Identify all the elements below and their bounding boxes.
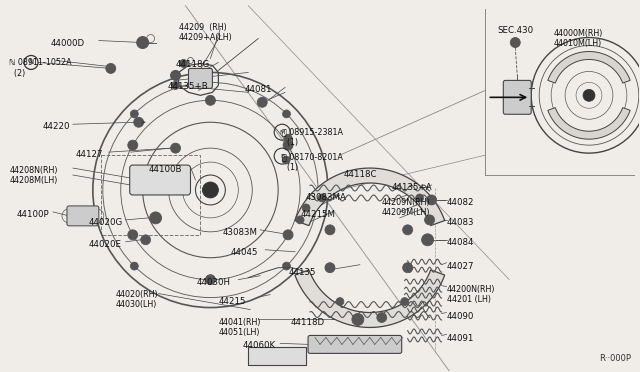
Text: 44041(RH)
44051(LH): 44041(RH) 44051(LH)	[218, 318, 261, 337]
Circle shape	[150, 212, 161, 224]
Text: 43083MA: 43083MA	[306, 193, 347, 202]
Text: 44000M(RH)
44010M(LH): 44000M(RH) 44010M(LH)	[554, 29, 604, 48]
Circle shape	[318, 194, 326, 202]
Text: N: N	[28, 60, 34, 65]
Circle shape	[205, 275, 216, 285]
Circle shape	[302, 204, 310, 212]
Text: 44118D: 44118D	[290, 318, 324, 327]
FancyBboxPatch shape	[503, 80, 531, 114]
Circle shape	[283, 230, 293, 240]
Circle shape	[415, 194, 424, 202]
Text: 44208N(RH)
44208M(LH): 44208N(RH) 44208M(LH)	[9, 166, 58, 186]
Text: 44030H: 44030H	[196, 278, 230, 287]
Text: 44209N(RH)
44209M(LH): 44209N(RH) 44209M(LH)	[382, 198, 430, 217]
Text: 44200N(RH)
44201 (LH): 44200N(RH) 44201 (LH)	[447, 285, 495, 304]
Circle shape	[282, 262, 291, 270]
Text: 44215M: 44215M	[300, 210, 335, 219]
Circle shape	[257, 97, 267, 107]
Text: 44084: 44084	[447, 238, 474, 247]
Circle shape	[171, 70, 180, 80]
Text: 44100P: 44100P	[16, 210, 49, 219]
Text: 44118C: 44118C	[344, 170, 378, 179]
Circle shape	[325, 225, 335, 235]
Circle shape	[131, 110, 138, 118]
Text: 44220: 44220	[43, 122, 70, 131]
Text: 44027: 44027	[447, 262, 474, 271]
Circle shape	[283, 140, 293, 150]
Text: 44091: 44091	[447, 334, 474, 343]
Text: 44000D: 44000D	[51, 39, 85, 48]
Text: 44083: 44083	[447, 218, 474, 227]
Circle shape	[510, 38, 520, 48]
Circle shape	[128, 230, 138, 240]
Circle shape	[205, 95, 216, 105]
Circle shape	[336, 176, 344, 184]
Circle shape	[172, 81, 180, 89]
Circle shape	[427, 195, 436, 205]
Circle shape	[282, 156, 290, 164]
Circle shape	[583, 89, 595, 101]
Text: Ⓑ 08170-8201A
  (1): Ⓑ 08170-8201A (1)	[282, 152, 343, 171]
Circle shape	[202, 182, 218, 198]
Circle shape	[422, 234, 433, 246]
Text: 44100B: 44100B	[148, 165, 182, 174]
Circle shape	[401, 298, 409, 305]
Polygon shape	[295, 270, 445, 327]
Circle shape	[336, 298, 344, 305]
Text: 44082: 44082	[447, 198, 474, 207]
Text: 44020E: 44020E	[89, 240, 122, 249]
Text: 44135+A: 44135+A	[392, 183, 433, 192]
Text: 44045: 44045	[230, 248, 258, 257]
Text: 44209  (RH)
44209+A(LH): 44209 (RH) 44209+A(LH)	[179, 23, 232, 42]
Text: M: M	[280, 130, 285, 135]
Text: ℕ 08911-1052A
  (2): ℕ 08911-1052A (2)	[9, 58, 72, 78]
Circle shape	[134, 117, 143, 127]
FancyBboxPatch shape	[67, 206, 99, 226]
Circle shape	[141, 235, 150, 245]
Circle shape	[325, 263, 335, 273]
Circle shape	[282, 110, 291, 118]
Text: 44090: 44090	[447, 311, 474, 321]
Circle shape	[284, 134, 292, 142]
Circle shape	[180, 60, 188, 67]
Polygon shape	[548, 52, 630, 83]
Text: Ⓜ 08915-2381A
  (1): Ⓜ 08915-2381A (1)	[282, 127, 343, 147]
Text: R··000P: R··000P	[599, 355, 631, 363]
Circle shape	[352, 314, 364, 326]
FancyBboxPatch shape	[189, 68, 212, 89]
Text: 44135: 44135	[288, 268, 316, 277]
Circle shape	[403, 225, 413, 235]
Circle shape	[137, 36, 148, 48]
Text: 43083M: 43083M	[222, 228, 257, 237]
Text: 44020G: 44020G	[89, 218, 123, 227]
Text: 44060K: 44060K	[243, 341, 275, 350]
Text: B: B	[280, 154, 284, 158]
Polygon shape	[548, 108, 630, 139]
Circle shape	[403, 263, 413, 273]
Circle shape	[131, 262, 138, 270]
Circle shape	[377, 312, 387, 323]
Circle shape	[171, 143, 180, 153]
Text: 44127: 44127	[76, 150, 104, 159]
Circle shape	[106, 64, 116, 73]
Circle shape	[128, 140, 138, 150]
Text: 44215: 44215	[218, 296, 246, 305]
FancyBboxPatch shape	[308, 336, 402, 353]
Text: 44020(RH)
44030(LH): 44020(RH) 44030(LH)	[116, 290, 158, 309]
Circle shape	[296, 216, 304, 224]
Circle shape	[424, 215, 435, 225]
Polygon shape	[295, 168, 445, 226]
Text: 44135+B: 44135+B	[168, 82, 209, 92]
FancyBboxPatch shape	[248, 347, 306, 365]
Text: SEC.430: SEC.430	[497, 26, 534, 35]
FancyBboxPatch shape	[130, 165, 191, 195]
Text: 44081: 44081	[244, 86, 272, 94]
Text: 44118G: 44118G	[175, 61, 210, 70]
